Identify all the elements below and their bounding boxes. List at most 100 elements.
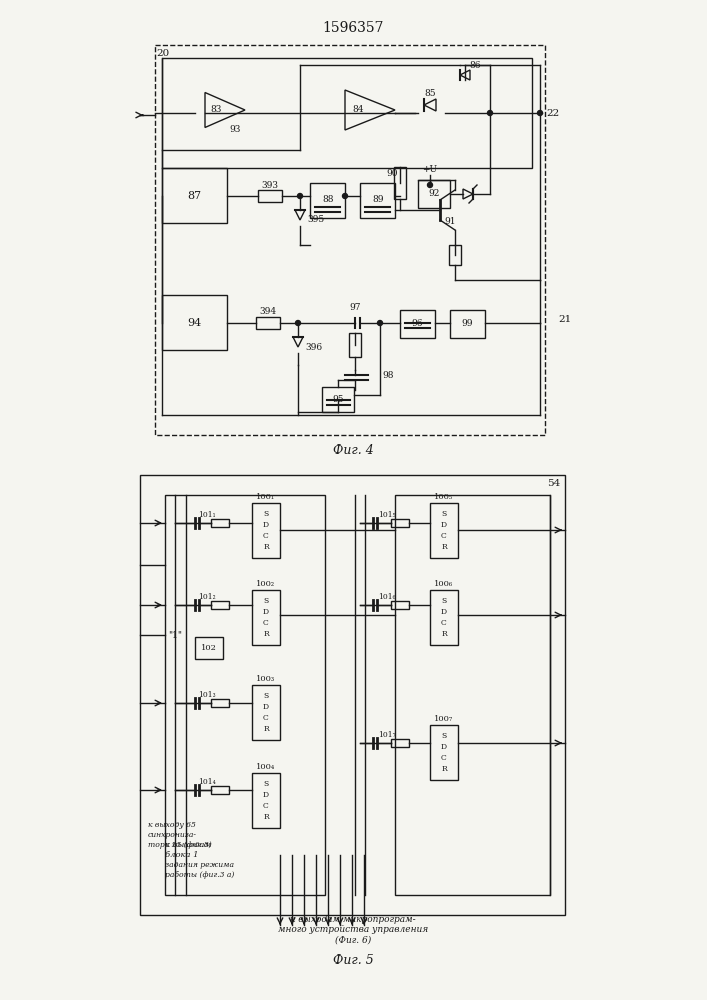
Bar: [252, 773, 280, 828]
Text: 100₄: 100₄: [257, 763, 276, 771]
Text: "1": "1": [168, 631, 182, 640]
Text: 101₂: 101₂: [198, 593, 216, 601]
Bar: [256, 317, 280, 329]
Text: 21: 21: [558, 316, 571, 324]
Text: к выходу 65: к выходу 65: [148, 821, 196, 829]
Text: 93: 93: [229, 125, 240, 134]
Bar: [252, 503, 280, 558]
Text: 54: 54: [547, 479, 560, 488]
Text: C: C: [441, 619, 447, 627]
Text: 88: 88: [322, 196, 334, 205]
Text: (Фиг. 6): (Фиг. 6): [335, 936, 371, 944]
Text: R: R: [263, 630, 269, 638]
Text: C: C: [441, 754, 447, 762]
Text: S: S: [264, 510, 269, 518]
Text: 396: 396: [305, 344, 322, 353]
Text: D: D: [263, 703, 269, 711]
Bar: [162, 58, 532, 168]
Text: 395: 395: [308, 216, 325, 225]
Text: к выходам: к выходам: [165, 841, 211, 849]
Text: 97: 97: [349, 304, 361, 312]
Bar: [258, 190, 282, 202]
Text: D: D: [263, 521, 269, 529]
Text: D: D: [263, 608, 269, 616]
Text: 101₃: 101₃: [198, 691, 216, 699]
Text: 99: 99: [461, 320, 473, 328]
Text: 1596357: 1596357: [322, 21, 384, 35]
Bar: [211, 519, 229, 527]
Bar: [211, 786, 229, 794]
Text: D: D: [263, 791, 269, 799]
Text: R: R: [263, 543, 269, 551]
Text: S: S: [441, 510, 447, 518]
Text: 101₆: 101₆: [378, 593, 396, 601]
Bar: [195, 637, 223, 659]
Text: 22: 22: [547, 108, 560, 117]
Bar: [400, 310, 435, 338]
Bar: [430, 725, 458, 780]
Text: 84: 84: [352, 105, 363, 114]
Bar: [322, 387, 354, 412]
Text: 100₃: 100₃: [257, 675, 276, 683]
Bar: [449, 245, 461, 265]
Text: C: C: [441, 532, 447, 540]
Text: +U: +U: [423, 165, 438, 174]
Bar: [394, 167, 406, 199]
Text: 100₁: 100₁: [257, 493, 276, 501]
Text: 95: 95: [332, 395, 344, 404]
Text: 100₆: 100₆: [434, 580, 454, 588]
Text: 91: 91: [444, 218, 456, 227]
Text: 101₁: 101₁: [198, 511, 216, 519]
Text: 394: 394: [259, 308, 276, 316]
Text: 83: 83: [210, 105, 222, 114]
Text: 100₅: 100₅: [434, 493, 454, 501]
Text: S: S: [441, 732, 447, 740]
Text: 100₂: 100₂: [257, 580, 276, 588]
Bar: [391, 519, 409, 527]
Bar: [252, 685, 280, 740]
Text: Фиг. 5: Фиг. 5: [332, 954, 373, 966]
Bar: [430, 503, 458, 558]
Bar: [162, 295, 227, 350]
Circle shape: [488, 110, 493, 115]
Text: Фиг. 4: Фиг. 4: [332, 444, 373, 456]
Text: к выходам микропрограм-: к выходам микропрограм-: [290, 916, 416, 924]
Text: 85: 85: [424, 89, 436, 98]
Text: R: R: [263, 725, 269, 733]
Text: R: R: [441, 630, 447, 638]
Text: S: S: [264, 597, 269, 605]
Bar: [418, 180, 450, 208]
Text: 101₅: 101₅: [378, 511, 396, 519]
Text: 98: 98: [382, 370, 394, 379]
Text: 20: 20: [156, 48, 170, 57]
Bar: [211, 699, 229, 707]
Bar: [252, 590, 280, 645]
Text: 100₇: 100₇: [434, 715, 454, 723]
Bar: [165, 495, 325, 895]
Bar: [349, 333, 361, 357]
Circle shape: [298, 194, 303, 198]
Text: R: R: [263, 813, 269, 821]
Bar: [162, 168, 227, 223]
Circle shape: [342, 194, 348, 198]
Bar: [360, 183, 395, 218]
Text: C: C: [263, 714, 269, 722]
Bar: [310, 183, 345, 218]
Text: D: D: [441, 608, 447, 616]
Text: 393: 393: [262, 180, 279, 190]
Text: R: R: [441, 543, 447, 551]
Text: S: S: [441, 597, 447, 605]
Bar: [155, 45, 545, 435]
Circle shape: [378, 320, 382, 326]
Text: много устройства управления: много устройства управления: [278, 926, 428, 934]
Circle shape: [296, 320, 300, 326]
Circle shape: [428, 182, 433, 188]
Text: синхрониза-: синхрониза-: [148, 831, 197, 839]
Text: C: C: [263, 532, 269, 540]
Bar: [395, 495, 550, 895]
Text: 101₇: 101₇: [378, 731, 396, 739]
Text: блока 1: блока 1: [165, 851, 199, 859]
Text: D: D: [441, 743, 447, 751]
Text: 86: 86: [469, 60, 481, 70]
Text: работы (фиг.3 а): работы (фиг.3 а): [165, 871, 235, 879]
